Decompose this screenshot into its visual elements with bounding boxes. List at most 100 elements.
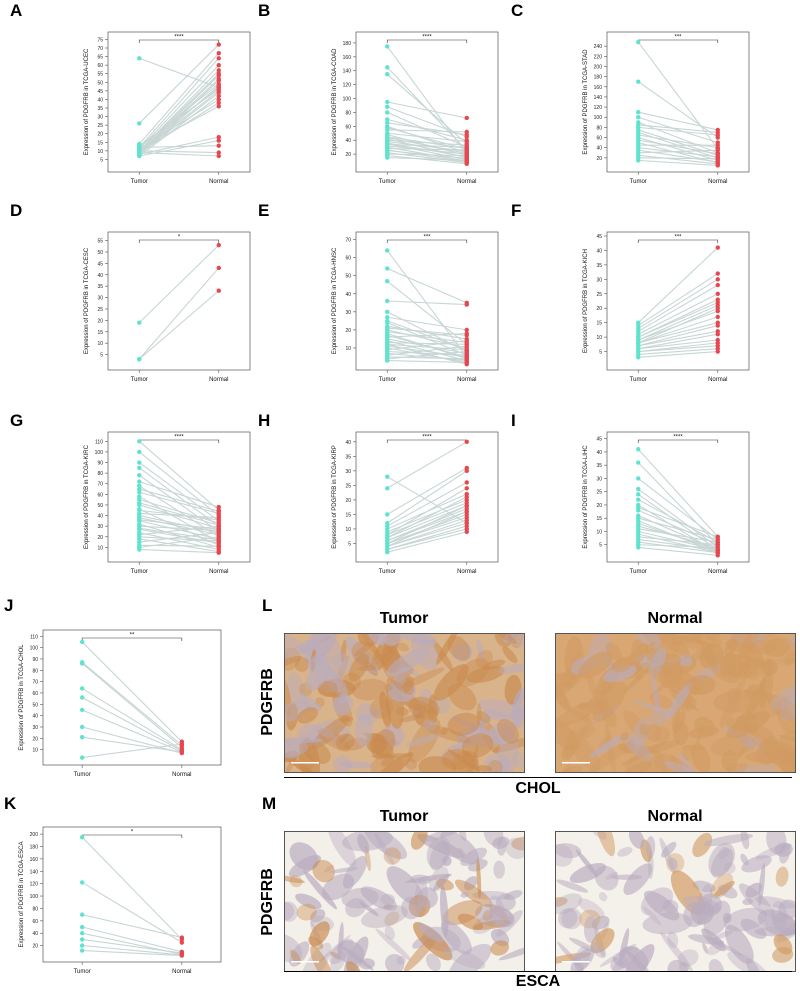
ihc-tissue-blob (460, 847, 487, 867)
ihc-tissue-blob (650, 665, 677, 684)
ihc-tissue-blob (775, 866, 789, 887)
y-tick-label: 60 (32, 919, 38, 925)
plot-frame (42, 629, 222, 766)
ihc-texture (285, 634, 524, 772)
tumor-point (137, 490, 142, 495)
ihc-tissue-blob (346, 961, 362, 971)
normal-point (216, 134, 221, 140)
y-tick-label: 180 (594, 75, 603, 81)
y-tick-label: 40 (596, 146, 602, 152)
pair-line (81, 663, 183, 748)
ihc-tissue-blob (556, 893, 583, 915)
normal-point (216, 90, 221, 95)
pair-line (638, 345, 718, 353)
ihc-tissue-blob (758, 683, 767, 709)
ihc-tissue-blob (696, 725, 703, 745)
y-tick-label: 20 (596, 156, 602, 162)
ihc-tissue-blob (511, 836, 524, 851)
ihc-tissue-blob (726, 668, 738, 680)
plot-frame (355, 231, 499, 371)
ihc-tissue-blob (594, 865, 619, 891)
ihc-tissue-blob (628, 643, 649, 667)
x-tick-label: Tumor (131, 179, 148, 185)
ihc-tissue-blob (746, 958, 761, 971)
ihc-tissue-blob (285, 901, 298, 922)
y-tick-label: 35 (345, 454, 351, 460)
y-tick-label: 180 (343, 41, 352, 47)
ihc-tissue-blob (433, 697, 451, 714)
ihc-tissue-blob (699, 643, 724, 669)
ihc-tissue-blob (779, 689, 795, 722)
pair-line (638, 507, 718, 538)
ihc-scale-bar (562, 762, 590, 764)
pair-line (139, 145, 219, 148)
normal-point (216, 544, 221, 549)
y-tick-label: 10 (345, 527, 351, 533)
pair-line (638, 517, 718, 540)
ihc-tissue-blob (395, 642, 409, 652)
pair-line (82, 945, 182, 956)
y-tick-label: 40 (345, 292, 351, 298)
tumor-point (636, 460, 641, 465)
ihc-tissue-blob (784, 652, 795, 667)
tumor-point (385, 342, 390, 347)
ihc-tissue-blob (466, 665, 505, 683)
tumor-point (636, 447, 641, 452)
y-tick-label: 25 (345, 483, 351, 489)
pair-line (387, 334, 467, 358)
tumor-point (137, 320, 142, 325)
pair-line (387, 325, 467, 340)
ihc-tissue-blob (498, 727, 519, 772)
tumor-point (137, 121, 142, 126)
pair-line (638, 116, 718, 144)
pair-line (386, 496, 468, 539)
pair-line (638, 147, 718, 158)
tumor-point (385, 135, 390, 140)
ihc-tissue-blob (400, 667, 445, 689)
tumor-point (636, 492, 641, 497)
pair-line (138, 267, 220, 360)
significance-bracket (81, 637, 183, 641)
tumor-point (137, 497, 142, 502)
ihc-tissue-blob (652, 634, 690, 658)
tumor-point (137, 500, 142, 506)
ihc-tissue-blob (496, 718, 520, 744)
y-axis-label: Expression of PDGFRB in TCGA-STAD (583, 49, 589, 155)
panel-letter-a: A (10, 1, 23, 20)
tumor-point (385, 474, 390, 479)
ihc-tissue-blob (556, 879, 589, 893)
y-tick-label: 160 (594, 85, 603, 91)
pair-line (81, 709, 183, 753)
tumor-point (137, 479, 142, 484)
ihc-tissue-blob (611, 657, 633, 673)
ihc-tissue-blob (589, 734, 626, 758)
tumor-point (636, 545, 641, 550)
pair-line (81, 641, 183, 743)
pair-line (387, 129, 467, 133)
ihc-tissue-blob (317, 726, 336, 739)
pair-line (81, 836, 183, 940)
normal-point (464, 340, 469, 345)
pair-line (638, 154, 718, 165)
y-tick-label: 15 (97, 140, 103, 146)
significance-stars: **** (422, 35, 432, 41)
ihc-tissue-blob (556, 843, 582, 859)
y-tick-label: 90 (97, 461, 103, 467)
normal-point (715, 153, 720, 158)
y-tick-label: 20 (596, 306, 602, 312)
ihc-tissue-blob (710, 734, 757, 757)
ihc-tissue-blob (330, 951, 342, 960)
y-tick-label: 110 (95, 439, 103, 445)
y-tick-label: 20 (32, 944, 38, 950)
ihc-tissue-blob (305, 659, 332, 691)
y-tick-label: 100 (95, 450, 104, 456)
tumor-point (636, 39, 641, 45)
ihc-tissue-blob (587, 696, 606, 715)
significance-bracket (138, 239, 220, 243)
y-tick-label: 10 (345, 346, 351, 352)
normal-point (216, 530, 221, 535)
normal-point (464, 147, 469, 152)
normal-point (715, 277, 720, 282)
y-tick-label: 20 (345, 498, 351, 504)
tumor-point (385, 44, 390, 49)
